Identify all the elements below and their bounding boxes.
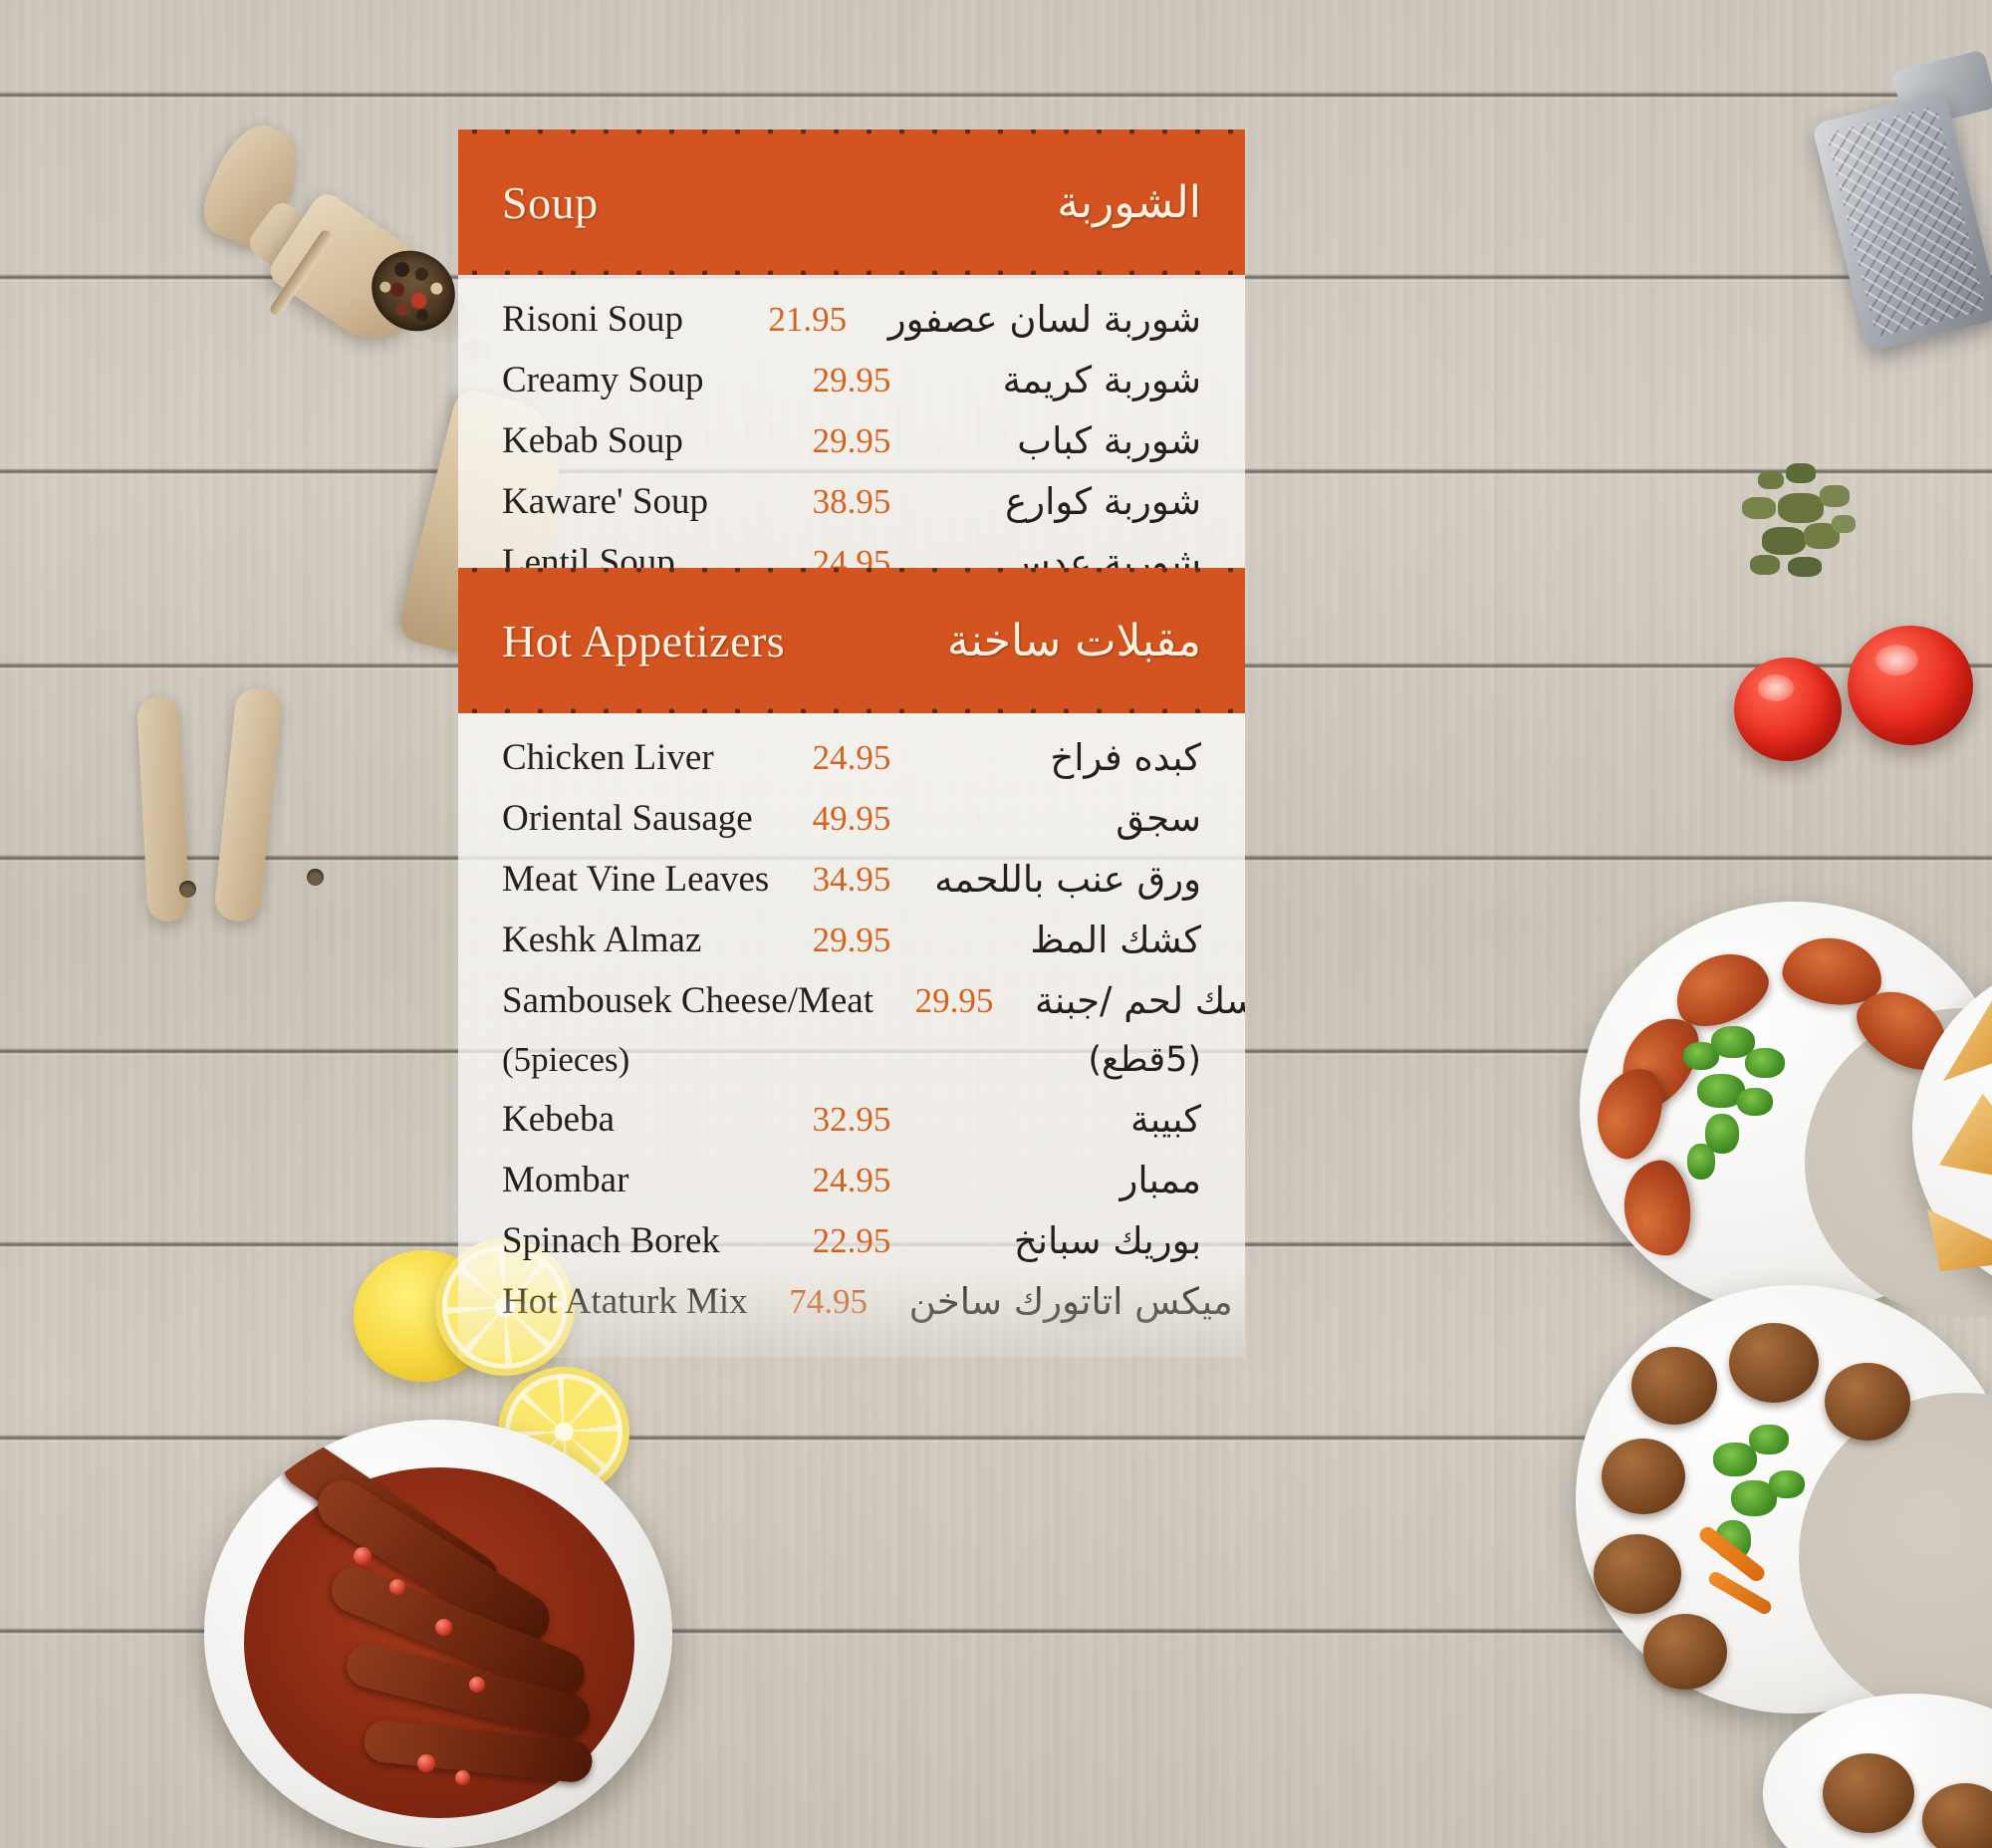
item-price: 49.95 — [812, 798, 891, 838]
item-price: 22.95 — [812, 1220, 891, 1260]
item-name-ar: كشك المظ — [1030, 919, 1201, 961]
item-name-ar: (5قطع) — [1088, 1040, 1201, 1080]
item-name-ar: شوربة لسان عصفور — [887, 298, 1201, 341]
item-name-ar: ورق عنب باللحمه — [934, 858, 1201, 901]
section-header-soup: Soup الشوربة — [458, 163, 1245, 241]
item-price: 32.95 — [812, 1099, 891, 1139]
item-name-ar: كبيبة — [1130, 1098, 1201, 1141]
item-name-ar: بوريك سبانخ — [1013, 1219, 1201, 1262]
item-price: 29.95 — [914, 980, 994, 1020]
item-name-en: Kebeba — [502, 1099, 615, 1140]
menu-item-row: Mombar 24.95 ممبار — [502, 1150, 1201, 1210]
tomato — [1734, 658, 1842, 761]
item-name-en: Kebab Soup — [502, 420, 683, 461]
item-price: 29.95 — [812, 360, 891, 399]
menu-item-row: Meat Vine Leaves 34.95 ورق عنب باللحمه — [502, 849, 1201, 910]
menu-item-row: Keshk Almaz 29.95 كشك المظ — [502, 910, 1201, 970]
menu-items-hot-appetizers: Chicken Liver 24.95 كبده فراخ Oriental S… — [458, 713, 1340, 1358]
section-title-en: Soup — [502, 176, 599, 228]
section-title-ar: مقبلات ساخنة — [946, 615, 1201, 666]
menu-item-row-sub: (5pieces) (5قطع) — [502, 1031, 1201, 1089]
menu-item-row: Hot Ataturk Mix 74.95 ميكس اتاتورك ساخن — [502, 1271, 1233, 1332]
menu-items-soup: Risoni Soup 21.95 شوربة لسان عصفور Cream… — [458, 275, 1245, 619]
section-title-en: Hot Appetizers — [502, 615, 786, 666]
item-name-en: Hot Ataturk Mix — [502, 1281, 748, 1322]
item-name-en: Spinach Borek — [502, 1220, 720, 1261]
plank-seam — [0, 92, 1992, 99]
menu-section-soup: Soup الشوربة Risoni Soup 21.95 شوربة لسا… — [458, 130, 1245, 619]
menu-item-row: Sambousek Cheese/Meat 29.95 سمبوسك لحم /… — [502, 970, 1340, 1031]
plank-seam — [0, 1628, 1992, 1635]
item-name-en: Kaware' Soup — [502, 481, 709, 522]
dried-herbs — [1728, 453, 1912, 603]
sausage-bowl — [204, 1420, 672, 1848]
item-name-ar: شوربة كريمة — [1002, 359, 1201, 401]
item-name-ar: شوربة كوارع — [1005, 480, 1201, 523]
item-name-ar: كبده فراخ — [1050, 736, 1201, 779]
ornament-band-bottom — [458, 241, 1245, 275]
menu-section-hot-appetizers: Hot Appetizers مقبلات ساخنة Chicken Live… — [458, 568, 1340, 1358]
item-name-ar: سجق — [1116, 797, 1201, 840]
tomato — [1848, 626, 1973, 745]
plank-seam — [0, 1435, 1992, 1442]
section-header-hot-appetizers: Hot Appetizers مقبلات ساخنة — [458, 602, 1245, 679]
menu-item-row: Kaware' Soup 38.95 شوربة كوارع — [502, 471, 1201, 532]
item-name-en: Meat Vine Leaves — [502, 859, 770, 900]
section-title-ar: الشوربة — [1057, 176, 1201, 228]
menu-item-row: Risoni Soup 21.95 شوربة لسان عصفور — [502, 289, 1201, 350]
item-name-en: Sambousek Cheese/Meat — [502, 980, 873, 1021]
item-price: 29.95 — [812, 920, 891, 959]
ornament-band-top — [458, 568, 1245, 602]
ornament-band-top — [458, 130, 1245, 163]
item-name-en: Keshk Almaz — [502, 920, 702, 960]
item-name-ar: ممبار — [1120, 1159, 1201, 1201]
item-name-en: Mombar — [502, 1160, 629, 1200]
menu-item-row: Spinach Borek 22.95 بوريك سبانخ — [502, 1210, 1201, 1271]
item-name-en: Chicken Liver — [502, 737, 714, 778]
item-name-en: (5pieces) — [502, 1040, 630, 1079]
item-price: 24.95 — [812, 1160, 891, 1199]
item-name-ar: شوربة كباب — [1017, 419, 1201, 462]
menu-item-row: Kebab Soup 29.95 شوربة كباب — [502, 410, 1201, 471]
menu-item-row: Oriental Sausage 49.95 سجق — [502, 788, 1201, 849]
item-name-en: Creamy Soup — [502, 360, 704, 400]
item-name-en: Oriental Sausage — [502, 798, 753, 839]
item-name-ar: ميكس اتاتورك ساخن — [908, 1280, 1233, 1323]
menu-item-row: Creamy Soup 29.95 شوربة كريمة — [502, 350, 1201, 410]
ornament-band-bottom — [458, 679, 1245, 713]
item-price: 29.95 — [812, 420, 891, 460]
item-price: 34.95 — [812, 859, 891, 899]
menu-item-row: Chicken Liver 24.95 كبده فراخ — [502, 727, 1201, 788]
item-price: 24.95 — [812, 737, 891, 777]
item-price: 21.95 — [768, 299, 848, 339]
item-price: 74.95 — [789, 1281, 869, 1321]
item-price: 38.95 — [812, 481, 891, 521]
item-name-en: Risoni Soup — [502, 299, 683, 340]
menu-item-row: Kebeba 32.95 كبيبة — [502, 1089, 1201, 1150]
